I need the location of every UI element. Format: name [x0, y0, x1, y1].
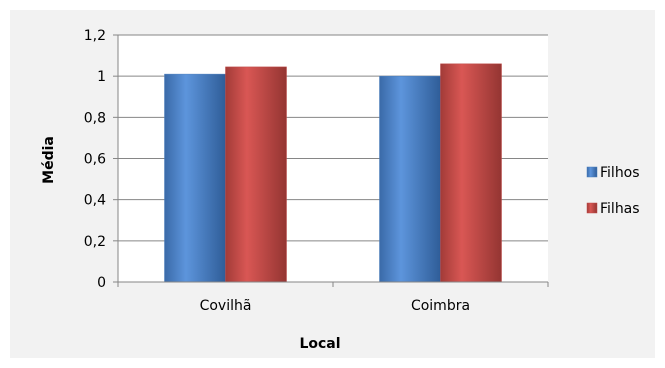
- legend-label-filhos: Filhos: [600, 165, 640, 181]
- bar-filhas-0: [225, 66, 287, 283]
- y-tick-label: 0,4: [84, 193, 106, 209]
- bar-filhos-0: [164, 73, 226, 283]
- x-axis-title: Local: [299, 336, 340, 352]
- y-tick-label: 1: [97, 69, 106, 85]
- legend-swatch-filhas: [586, 202, 598, 214]
- x-tick-label: Coimbra: [411, 298, 470, 314]
- x-axis-ticks: Covilhã Coimbra: [117, 282, 549, 314]
- y-tick-label: 1,2: [84, 28, 106, 44]
- y-tick-label: 0,6: [84, 152, 106, 168]
- legend-label-filhas: Filhas: [600, 201, 640, 217]
- legend: Filhos Filhas: [586, 165, 640, 217]
- y-tick-label: 0,2: [84, 234, 106, 250]
- legend-swatch-filhos: [586, 166, 598, 178]
- y-axis-title: Média: [41, 136, 57, 184]
- bar-filhas-1: [440, 63, 502, 283]
- x-tick-label: Covilhã: [200, 298, 252, 314]
- bars: [164, 63, 502, 283]
- bar-filhos-1: [379, 75, 441, 283]
- y-axis-ticks: 0 0,2 0,4 0,6 0,8 1 1,2: [84, 28, 118, 291]
- y-tick-label: 0: [97, 275, 106, 291]
- y-tick-label: 0,8: [84, 110, 106, 126]
